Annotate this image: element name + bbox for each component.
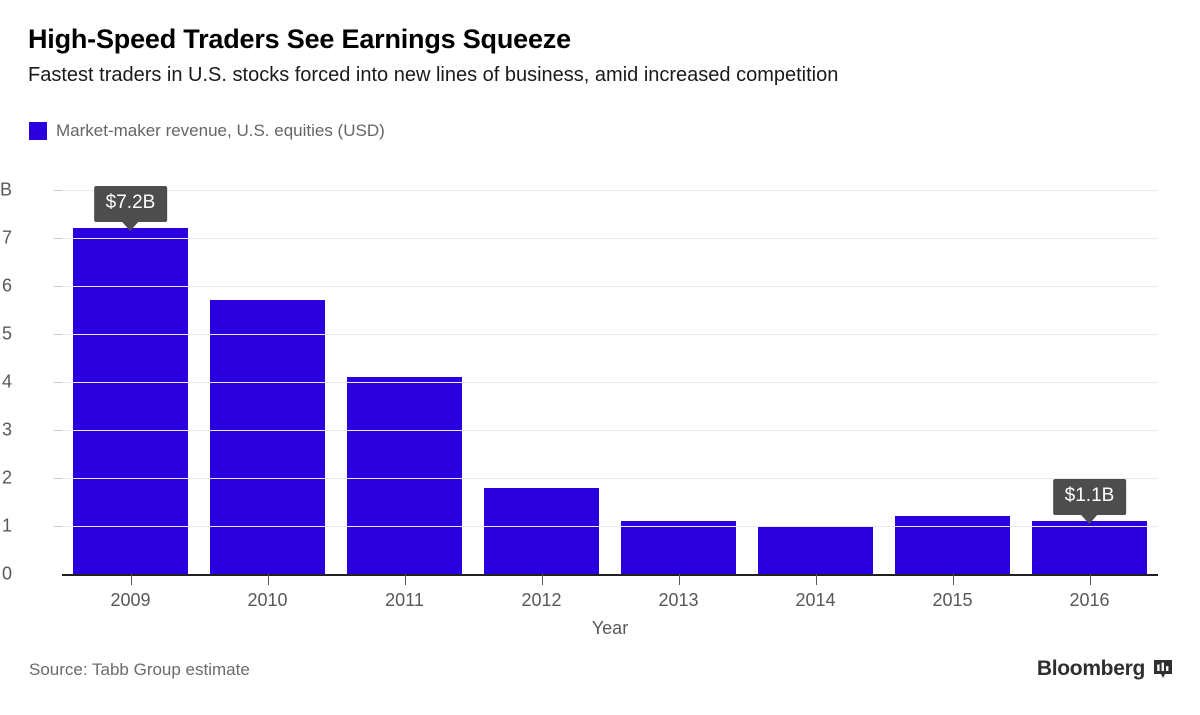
y-axis-tick-label: 0 bbox=[1, 563, 12, 584]
page-title: High-Speed Traders See Earnings Squeeze bbox=[28, 24, 571, 54]
bar-2012[interactable] bbox=[483, 487, 600, 574]
y-axis-tick-mark bbox=[54, 430, 62, 431]
y-gridline bbox=[62, 382, 1158, 383]
source-note: Source: Tabb Group estimate bbox=[29, 660, 250, 679]
x-axis-tick-label-2012: 2012 bbox=[521, 590, 562, 610]
y-axis-tick-label: 1 bbox=[1, 515, 12, 536]
x-axis-tick-mark bbox=[130, 574, 132, 585]
bar-2013[interactable] bbox=[620, 521, 737, 574]
x-axis-title: Year bbox=[591, 618, 629, 638]
bar-2014[interactable] bbox=[757, 526, 874, 574]
footer-divider bbox=[0, 638, 1200, 639]
y-gridline bbox=[62, 238, 1158, 239]
bar-series-layer bbox=[62, 190, 1158, 574]
y-gridline bbox=[62, 526, 1158, 527]
page-subtitle: Fastest traders in U.S. stocks forced in… bbox=[28, 63, 839, 86]
y-axis-tick-label: $8B bbox=[0, 179, 12, 200]
y-axis-tick-mark bbox=[54, 190, 62, 191]
y-gridline bbox=[62, 334, 1158, 335]
y-axis-tick-mark bbox=[54, 238, 62, 239]
value-callout-2016: $1.1B bbox=[1052, 479, 1127, 524]
x-axis-tick-label-2011: 2011 bbox=[385, 590, 424, 610]
x-axis-tick-label-2014: 2014 bbox=[795, 590, 836, 610]
x-axis-tick-mark bbox=[678, 574, 680, 585]
y-gridline bbox=[62, 190, 1158, 191]
bar-2011[interactable] bbox=[346, 377, 463, 574]
x-axis-line bbox=[62, 574, 1158, 576]
x-axis-tick-mark bbox=[404, 574, 406, 585]
chart-legend: Market-maker revenue, U.S. equities (USD… bbox=[29, 121, 385, 141]
x-axis-tick-label-2010: 2010 bbox=[247, 590, 288, 610]
x-axis-tick-label-2009: 2009 bbox=[110, 590, 151, 610]
bar-2009[interactable] bbox=[72, 228, 189, 574]
x-axis-tick-label-2015: 2015 bbox=[932, 590, 973, 610]
bloomberg-brand: Bloomberg bbox=[1037, 657, 1173, 681]
y-axis-tick-mark bbox=[54, 286, 62, 287]
y-axis-tick-mark bbox=[54, 526, 62, 527]
y-gridline bbox=[62, 286, 1158, 287]
bloomberg-bars-icon bbox=[1153, 659, 1173, 679]
chart-plot-area: 0 1 2 3 4 5 6 7 $8B 2009 2010 2011 2012 2013 2014 2015 2… bbox=[0, 180, 1158, 638]
legend-swatch-icon bbox=[29, 122, 47, 140]
x-axis-tick-mark bbox=[267, 574, 269, 585]
y-axis-tick-label: 3 bbox=[1, 419, 12, 440]
x-axis-tick-mark bbox=[541, 574, 543, 585]
y-axis-tick-label: 6 bbox=[1, 275, 12, 296]
x-axis-tick-label-2016: 2016 bbox=[1069, 590, 1110, 610]
brand-name-label: Bloomberg bbox=[1036, 657, 1145, 680]
bar-2010[interactable] bbox=[209, 300, 326, 574]
y-gridline bbox=[62, 478, 1158, 479]
y-axis-tick-mark bbox=[54, 382, 62, 383]
legend-item-label: Market-maker revenue, U.S. equities (USD… bbox=[56, 121, 385, 140]
bar-2016[interactable] bbox=[1031, 521, 1148, 574]
value-callout-2009: $7.2B bbox=[93, 186, 168, 231]
chart-header: High-Speed Traders See Earnings Squeeze … bbox=[28, 24, 1178, 87]
x-axis-tick-mark bbox=[1089, 574, 1091, 585]
y-axis-tick-mark bbox=[54, 478, 62, 479]
y-gridline bbox=[62, 430, 1158, 431]
y-axis-tick-label: 7 bbox=[1, 227, 12, 248]
bar-2015[interactable] bbox=[894, 516, 1011, 574]
y-axis-tick-label: 4 bbox=[1, 371, 12, 392]
y-axis-tick-mark bbox=[54, 334, 62, 335]
x-axis-tick-mark bbox=[815, 574, 817, 585]
x-axis-tick-mark bbox=[952, 574, 954, 585]
y-axis-tick-label: 2 bbox=[1, 467, 12, 488]
y-axis-tick-label: 5 bbox=[1, 323, 12, 344]
x-axis-tick-label-2013: 2013 bbox=[658, 590, 699, 610]
